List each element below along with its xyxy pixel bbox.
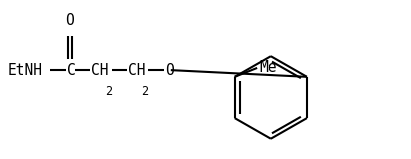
Text: 2: 2 — [105, 86, 112, 98]
Text: Me: Me — [259, 60, 277, 76]
Text: O: O — [66, 13, 74, 28]
Text: 2: 2 — [141, 86, 148, 98]
Text: C: C — [67, 63, 76, 78]
Text: CH: CH — [128, 63, 145, 78]
Text: EtNH: EtNH — [7, 63, 42, 78]
Text: CH: CH — [91, 63, 109, 78]
Text: O: O — [165, 63, 173, 78]
